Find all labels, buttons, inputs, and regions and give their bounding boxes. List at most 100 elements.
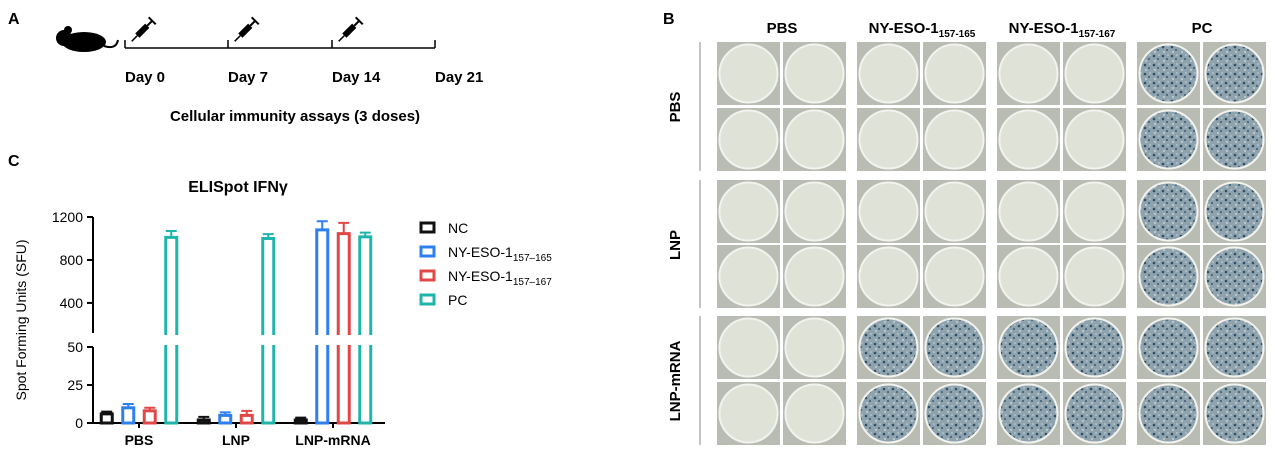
well <box>858 181 919 242</box>
well <box>1138 181 1199 242</box>
y-tick-label: 400 <box>60 295 84 311</box>
well <box>718 383 779 444</box>
chart-title: ELISpot IFNγ <box>188 179 288 196</box>
caption: Cellular immunity assays (3 doses) <box>170 108 420 125</box>
header-subscript: 157-165 <box>939 29 976 40</box>
well <box>858 109 919 170</box>
syringe-icon <box>338 16 364 42</box>
error-bar <box>316 220 328 230</box>
well <box>998 383 1059 444</box>
legend-label: NY-ESO-1157–167 <box>448 268 552 288</box>
bar <box>315 345 330 425</box>
day-label: Day 7 <box>228 69 268 86</box>
bar <box>261 345 276 425</box>
legend-swatch <box>419 293 436 306</box>
well <box>1138 109 1199 170</box>
y-tick-label: 0 <box>75 415 83 431</box>
bar <box>358 345 373 425</box>
header-text: PBS <box>767 20 798 37</box>
well <box>784 383 845 444</box>
error-bar <box>219 411 231 416</box>
column-header: NY-ESO-1157-167 <box>1009 20 1116 40</box>
well-grid: PBS NY-ESO-1157-165 NY-ESO-1157-167 PCPBSLN… <box>667 20 1266 445</box>
well <box>784 246 845 307</box>
syringe-plunger <box>353 20 360 27</box>
syringe-needle <box>234 35 241 42</box>
x-tick-label: LNP-mRNA <box>295 432 370 448</box>
well <box>858 43 919 104</box>
bar <box>142 409 157 425</box>
well <box>998 317 1059 378</box>
legend-label: NY-ESO-1157–165 <box>448 244 552 264</box>
header-text: NY-ESO-1 <box>1009 20 1079 37</box>
well <box>924 181 985 242</box>
legend-label: PC <box>448 292 467 308</box>
column-header: PBS <box>767 20 798 37</box>
legend-subscript: 157–165 <box>513 253 552 264</box>
syringe-icon <box>131 16 157 42</box>
y-tick-label: 50 <box>67 339 83 355</box>
syringe-handle <box>250 16 260 26</box>
well <box>924 43 985 104</box>
well <box>1064 43 1125 104</box>
legend-swatch <box>419 269 436 282</box>
syringe-plunger <box>146 20 153 27</box>
legend-name: NY-ESO-1 <box>448 244 513 260</box>
well <box>1204 246 1265 307</box>
error-bar <box>241 409 253 416</box>
error-bar <box>101 410 113 414</box>
well <box>718 43 779 104</box>
legend-label: NC <box>448 220 468 236</box>
timeline: Day 0 Day 7 Day 14 Day 21 <box>124 16 483 86</box>
bar <box>358 235 373 335</box>
error-bar <box>359 231 371 237</box>
well <box>858 383 919 444</box>
well <box>1064 383 1125 444</box>
bar <box>218 413 233 425</box>
syringe-handle <box>354 16 364 26</box>
bar <box>293 418 308 425</box>
bar <box>239 413 254 425</box>
y-tick-label: 25 <box>67 377 83 393</box>
bar <box>336 232 351 335</box>
well <box>924 246 985 307</box>
well <box>1064 109 1125 170</box>
panel-label: A <box>8 11 20 28</box>
well <box>1204 317 1265 378</box>
well <box>1138 246 1199 307</box>
well <box>784 43 845 104</box>
day-label: Day 21 <box>435 69 483 86</box>
well <box>718 181 779 242</box>
bar <box>336 345 351 425</box>
syringe-body <box>342 23 357 38</box>
error-bar <box>262 233 274 239</box>
error-bar <box>165 229 177 238</box>
well <box>858 317 919 378</box>
well <box>858 246 919 307</box>
mouse-icon <box>56 26 119 52</box>
well <box>1204 383 1265 444</box>
syringe-handle <box>147 16 157 26</box>
x-tick-label: LNP <box>222 432 250 448</box>
row-label: LNP-mRNA <box>667 340 684 421</box>
well <box>718 246 779 307</box>
well <box>1138 317 1199 378</box>
error-bar <box>122 403 134 408</box>
legend-swatch <box>419 245 436 258</box>
syringe-needle <box>131 35 138 42</box>
legend-name: PC <box>448 292 467 308</box>
y-axis-label: Spot Forming Units (SFU) <box>13 239 29 400</box>
well <box>998 43 1059 104</box>
well <box>718 109 779 170</box>
well <box>924 317 985 378</box>
y-tick-label: 1200 <box>52 209 83 225</box>
well <box>784 317 845 378</box>
well <box>784 109 845 170</box>
legend-name: NY-ESO-1 <box>448 268 513 284</box>
well <box>1064 317 1125 378</box>
header-text: PC <box>1192 20 1213 37</box>
syringe-plunger <box>249 20 256 27</box>
well <box>998 181 1059 242</box>
legend-name: NC <box>448 220 468 236</box>
